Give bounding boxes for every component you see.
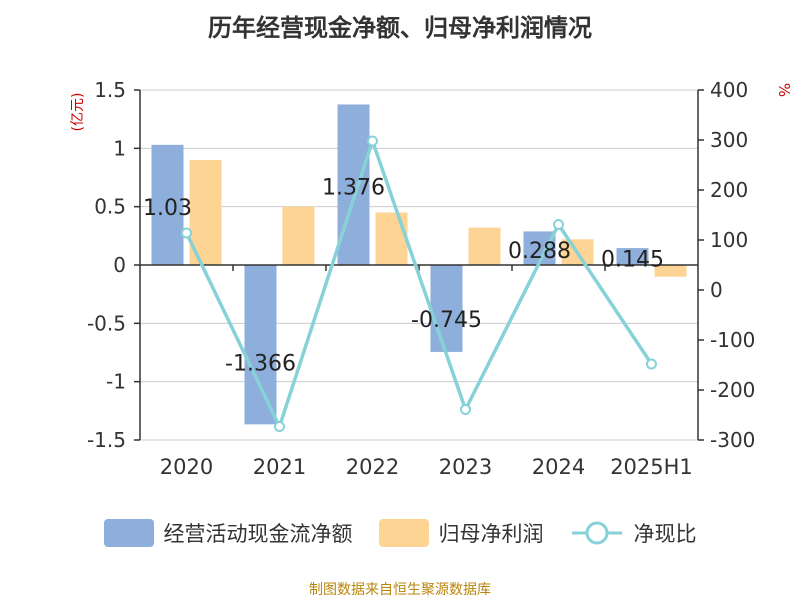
data-label-cashflow: -0.745 <box>411 308 482 333</box>
legend-item-cashflow[interactable]: 经营活动现金流净额 <box>103 518 353 548</box>
right-axis-unit: % <box>775 83 793 97</box>
bar-cashflow <box>244 265 277 425</box>
bars-layer <box>151 104 687 425</box>
x-tick-label: 2022 <box>346 455 399 479</box>
axes-layer: -1.5 -1 -0.5 0 0.5 1 1.5 -300 -200 -100 0 100 200 300… <box>87 78 755 479</box>
x-tick-label: 2020 <box>160 455 213 479</box>
left-tick-label: 0 <box>113 253 126 277</box>
right-tick-label: 200 <box>710 178 748 202</box>
data-label-cashflow: 0.288 <box>508 239 571 264</box>
bar-net-profit <box>654 265 687 277</box>
point-cash-ratio <box>367 135 378 147</box>
left-tick-label: 1 <box>113 136 126 160</box>
x-tick-label: 2023 <box>439 455 492 479</box>
x-tick-label: 2025H1 <box>610 455 693 479</box>
data-label-cashflow: 0.145 <box>601 248 664 273</box>
point-cash-ratio <box>646 358 657 370</box>
point-cash-ratio <box>274 421 285 432</box>
left-tick-label: 0.5 <box>94 195 126 219</box>
legend-label-net-profit: 归母净利润 <box>438 522 544 546</box>
point-cash-ratio <box>460 404 471 415</box>
bar-net-profit <box>375 212 408 265</box>
bar-cashflow <box>430 265 463 352</box>
legend: 经营活动现金流净额 归母净利润 净现比 <box>0 518 800 548</box>
right-tick-label: 100 <box>710 228 748 252</box>
right-tick-label: -100 <box>710 328 755 352</box>
source-note: 制图数据来自恒生聚源数据库 <box>309 582 491 598</box>
line-layer <box>181 135 657 432</box>
right-tick-label: -200 <box>710 378 755 402</box>
legend-label-cashflow: 经营活动现金流净额 <box>163 522 353 546</box>
point-cash-ratio <box>181 227 192 239</box>
legend-swatch-cashflow <box>103 519 154 547</box>
chart-title: 历年经营现金净额、归母净利润情况 <box>208 14 592 42</box>
bar-cashflow <box>337 104 370 265</box>
left-tick-label: -0.5 <box>87 311 126 335</box>
data-label-cashflow: 1.03 <box>143 196 192 221</box>
legend-item-net-profit[interactable]: 归母净利润 <box>378 518 544 548</box>
bar-net-profit <box>468 227 501 265</box>
legend-item-cash-ratio[interactable]: 净现比 <box>570 518 697 548</box>
data-label-cashflow: -1.366 <box>225 352 296 377</box>
x-tick-label: 2021 <box>253 455 306 479</box>
bar-cashflow <box>616 248 649 265</box>
left-tick-label: 1.5 <box>94 78 126 102</box>
bar-net-profit <box>282 206 315 265</box>
right-tick-label: 300 <box>710 128 748 152</box>
line-cash-ratio <box>184 135 653 432</box>
right-tick-label: -300 <box>710 428 755 452</box>
left-tick-label: -1.5 <box>87 428 126 452</box>
data-label-cashflow: 1.376 <box>322 176 385 201</box>
right-tick-label: 400 <box>710 78 748 102</box>
bar-cashflow <box>151 144 184 265</box>
left-tick-label: -1 <box>106 370 126 394</box>
legend-swatch-net-profit <box>378 519 429 547</box>
legend-label-cash-ratio: 净现比 <box>633 522 697 546</box>
grid-lines <box>140 89 698 441</box>
legend-swatch-cash-ratio <box>571 521 622 545</box>
right-tick-label: 0 <box>710 278 723 302</box>
left-axis-unit: (亿元) <box>70 93 86 132</box>
point-cash-ratio <box>553 219 564 230</box>
x-tick-label: 2024 <box>532 455 585 479</box>
data-labels-layer: 1.03 -1.366 1.376 -0.745 0.288 0.145 <box>143 176 664 377</box>
